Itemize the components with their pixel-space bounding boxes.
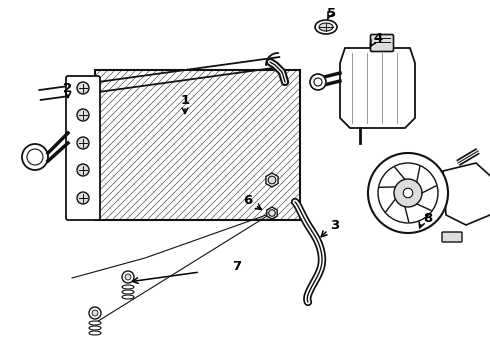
Circle shape <box>403 188 413 198</box>
Circle shape <box>368 153 448 233</box>
Circle shape <box>310 74 326 90</box>
Circle shape <box>394 179 422 207</box>
Circle shape <box>77 137 89 149</box>
Text: 3: 3 <box>330 219 340 231</box>
Circle shape <box>77 109 89 121</box>
FancyBboxPatch shape <box>370 35 393 51</box>
FancyBboxPatch shape <box>442 232 462 242</box>
Ellipse shape <box>122 290 134 294</box>
Circle shape <box>125 274 131 280</box>
Text: 6: 6 <box>244 194 253 207</box>
Polygon shape <box>340 48 415 128</box>
Circle shape <box>378 163 438 223</box>
Circle shape <box>77 164 89 176</box>
Polygon shape <box>443 163 490 225</box>
Circle shape <box>77 82 89 94</box>
Ellipse shape <box>89 326 101 330</box>
Text: 8: 8 <box>423 212 433 225</box>
Circle shape <box>89 307 101 319</box>
Text: 5: 5 <box>327 6 337 19</box>
Ellipse shape <box>122 295 134 299</box>
Text: 7: 7 <box>232 261 242 274</box>
Text: 1: 1 <box>180 94 190 107</box>
Circle shape <box>27 149 43 165</box>
Circle shape <box>268 176 276 184</box>
Ellipse shape <box>89 331 101 335</box>
Circle shape <box>77 192 89 204</box>
Circle shape <box>22 144 48 170</box>
Ellipse shape <box>319 23 333 31</box>
Ellipse shape <box>122 285 134 289</box>
Bar <box>95 70 300 220</box>
Text: 2: 2 <box>63 81 73 95</box>
Text: 4: 4 <box>373 32 383 45</box>
Circle shape <box>92 310 98 316</box>
Circle shape <box>269 210 275 216</box>
Circle shape <box>314 78 322 86</box>
Ellipse shape <box>89 321 101 325</box>
FancyBboxPatch shape <box>66 76 100 220</box>
Circle shape <box>122 271 134 283</box>
Ellipse shape <box>315 20 337 34</box>
